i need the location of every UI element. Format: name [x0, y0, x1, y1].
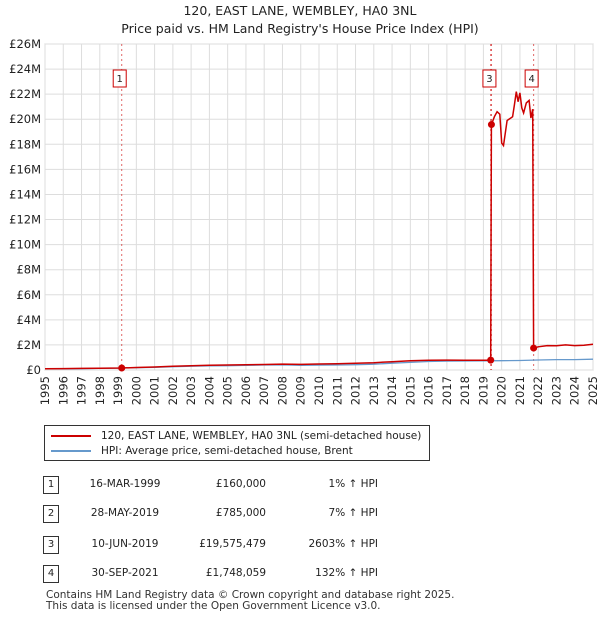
y-tick-label: £8M: [16, 263, 41, 277]
sale-price: £785,000: [215, 507, 266, 519]
sale-number: 3: [43, 536, 59, 554]
sale-date: 28-MAY-2019: [90, 507, 160, 519]
legend-label-property: 120, EAST LANE, WEMBLEY, HA0 3NL (semi-d…: [101, 430, 422, 442]
footer-copyright: Contains HM Land Registry data © Crown c…: [46, 589, 455, 601]
x-tick-label: 1995: [38, 376, 52, 405]
x-tick-label: 2022: [531, 376, 545, 405]
x-tick-label: 2020: [495, 376, 509, 405]
sale-number: 1: [43, 476, 59, 494]
x-tick-label: 2018: [458, 376, 472, 405]
y-tick-label: £14M: [9, 187, 41, 201]
sale-number-box: [524, 69, 539, 88]
x-tick-label: 2003: [184, 376, 198, 405]
x-tick-label: 2011: [330, 376, 344, 405]
x-tick-label: 1999: [111, 376, 125, 405]
x-tick-label: 2013: [367, 376, 381, 405]
sale-hpi-change: 7% ↑ HPI: [328, 507, 378, 519]
y-tick-label: £18M: [9, 137, 41, 151]
sale-number: 4: [43, 565, 59, 583]
sale-point: [530, 344, 538, 352]
y-tick-label: £26M: [9, 37, 41, 51]
y-tick-label: £4M: [16, 313, 41, 327]
x-tick-label: 1997: [75, 376, 89, 405]
sale-price: £19,575,479: [199, 538, 266, 550]
sale-hpi-change: 1% ↑ HPI: [328, 478, 378, 490]
x-tick-label: 2007: [257, 376, 271, 405]
y-tick-label: £20M: [9, 112, 41, 126]
x-tick-label: 2021: [513, 376, 527, 405]
sale-hpi-change: 2603% ↑ HPI: [308, 538, 379, 550]
footer-licence: This data is licensed under the Open Gov…: [46, 600, 381, 612]
sale-number: 2: [43, 505, 59, 523]
x-tick-label: 2001: [148, 376, 162, 405]
sale-number-box: [482, 69, 497, 88]
sale-date: 16-MAR-1999: [89, 478, 161, 490]
y-tick-label: £16M: [9, 162, 41, 176]
x-tick-label: 2004: [202, 376, 216, 405]
sale-number-label: 1: [117, 74, 123, 85]
chart-subtitle: Price paid vs. HM Land Registry's House …: [121, 21, 479, 36]
x-tick-label: 2025: [586, 376, 600, 405]
x-tick-label: 1998: [93, 376, 107, 405]
sale-point: [487, 356, 495, 364]
x-tick-label: 2016: [422, 376, 436, 405]
x-tick-label: 2024: [568, 376, 582, 405]
legend-item-hpi: HPI: Average price, semi-detached house,…: [51, 444, 353, 458]
legend-swatch-hpi: [51, 450, 91, 452]
price-chart: £0 £2M £4M £6M £8M £10M £12M £14M £16M £18M £20M £2…: [9, 37, 600, 405]
sale-number-label: 3: [486, 74, 492, 85]
legend-swatch-property: [51, 435, 91, 437]
sale-price: £1,748,059: [205, 567, 266, 579]
x-tick-label: 2006: [239, 376, 253, 405]
sale-point: [118, 364, 126, 372]
x-tick-label: 2015: [403, 376, 417, 405]
sale-hpi-change: 132% ↑ HPI: [315, 567, 378, 579]
y-tick-label: £2M: [16, 338, 41, 352]
y-tick-label: £24M: [9, 62, 41, 76]
x-tick-label: 2017: [440, 376, 454, 405]
sale-number-label: 4: [528, 74, 534, 85]
sale-point: [487, 121, 495, 129]
x-tick-label: 2008: [275, 376, 289, 405]
x-tick-label: 2002: [166, 376, 180, 405]
x-tick-label: 1996: [56, 376, 70, 405]
sale-row: 2 28-MAY-2019 £785,000 7% ↑ HPI: [0, 505, 600, 525]
x-tick-label: 2023: [549, 376, 563, 405]
sale-row: 1 16-MAR-1999 £160,000 1% ↑ HPI: [0, 476, 600, 496]
x-tick-label: 2009: [294, 376, 308, 405]
y-tick-label: £22M: [9, 87, 41, 101]
sale-number-box: [112, 69, 127, 88]
y-tick-label: £10M: [9, 238, 41, 252]
y-tick-label: £0: [26, 363, 41, 377]
sale-date: 30-SEP-2021: [91, 567, 159, 579]
sale-row: 4 30-SEP-2021 £1,748,059 132% ↑ HPI: [0, 565, 600, 585]
sale-row: 3 10-JUN-2019 £19,575,479 2603% ↑ HPI: [0, 536, 600, 556]
y-tick-label: £12M: [9, 213, 41, 227]
legend-item-property: 120, EAST LANE, WEMBLEY, HA0 3NL (semi-d…: [51, 429, 421, 443]
chart-title: 120, EAST LANE, WEMBLEY, HA0 3NL: [183, 3, 417, 18]
y-tick-label: £6M: [16, 288, 41, 302]
x-tick-label: 2012: [349, 376, 363, 405]
x-tick-label: 2019: [476, 376, 490, 405]
x-tick-label: 2010: [312, 376, 326, 405]
chart-legend: 120, EAST LANE, WEMBLEY, HA0 3NL (semi-d…: [44, 425, 430, 461]
legend-label-hpi: HPI: Average price, semi-detached house,…: [101, 445, 353, 457]
x-tick-label: 2014: [385, 376, 399, 405]
x-tick-label: 2000: [129, 376, 143, 405]
sale-date: 10-JUN-2019: [91, 538, 159, 550]
x-tick-label: 2005: [221, 376, 235, 405]
sale-price: £160,000: [215, 478, 266, 490]
